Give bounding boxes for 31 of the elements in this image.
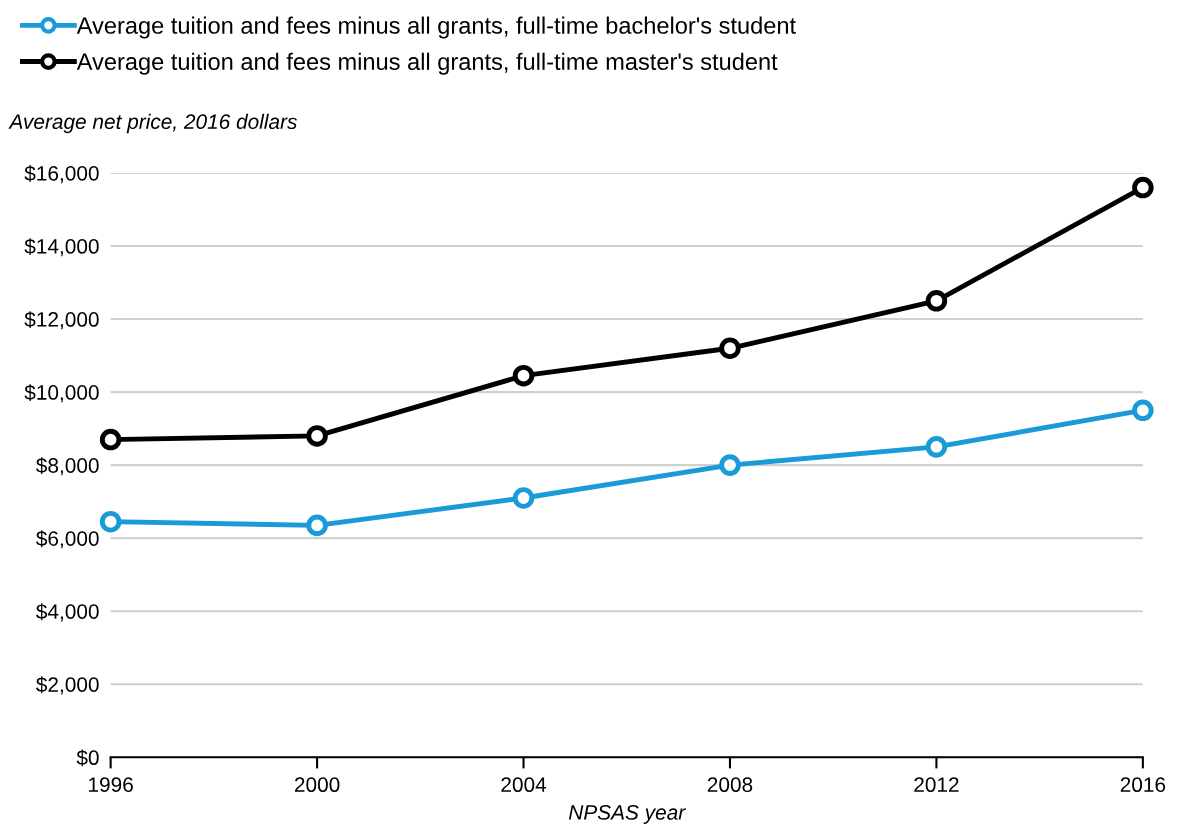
y-tick-label: $14,000 xyxy=(24,238,99,257)
y-tick-label: $0 xyxy=(76,749,99,767)
x-tick-label: 2016 xyxy=(1120,777,1166,793)
x-axis-title: NPSAS year xyxy=(568,805,686,824)
y-tick-label: $12,000 xyxy=(24,311,99,330)
x-tick-label: 2008 xyxy=(707,777,753,793)
y-tick-label: $2,000 xyxy=(36,676,99,695)
x-tick-label: 2012 xyxy=(914,777,959,793)
y-axis-title: Average net price, 2016 dollars xyxy=(8,113,297,134)
legend-label: Average tuition and fees minus all grants, full-time master's student xyxy=(76,52,778,75)
point xyxy=(719,454,741,476)
y-tick-label: $6,000 xyxy=(36,530,99,549)
point xyxy=(1132,176,1154,199)
x-tick-label: 2000 xyxy=(294,777,340,793)
x-tick-label: 2004 xyxy=(501,777,547,793)
point xyxy=(1132,399,1154,422)
legend-label: Average tuition and fees minus all grants, full-time bachelor's student xyxy=(76,16,796,39)
x-tick-label: 1996 xyxy=(89,777,133,793)
point xyxy=(99,428,122,451)
point xyxy=(512,364,535,387)
point xyxy=(306,425,328,447)
y-tick-label: $16,000 xyxy=(24,165,99,184)
y-tick-label: $4,000 xyxy=(36,603,99,622)
point xyxy=(99,510,122,533)
point xyxy=(512,487,535,509)
y-tick-label: $10,000 xyxy=(24,384,99,403)
point xyxy=(306,514,328,537)
point xyxy=(925,290,948,312)
y-tick-label: $8,000 xyxy=(36,457,99,476)
point xyxy=(719,337,741,360)
point xyxy=(925,436,948,458)
